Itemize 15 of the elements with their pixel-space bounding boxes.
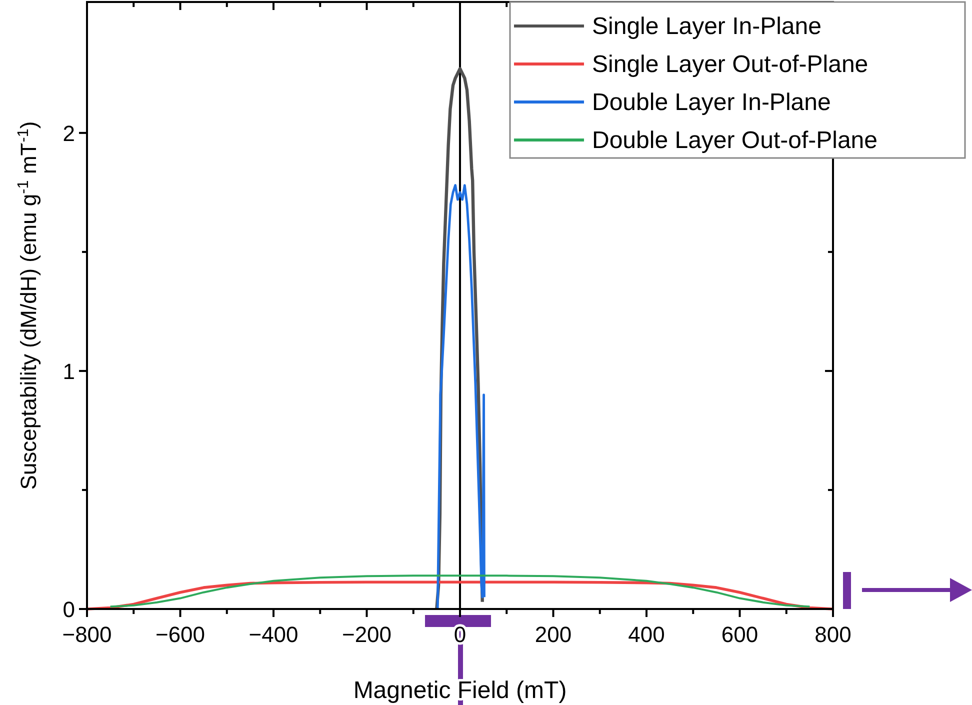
legend-label: Double Layer Out-of-Plane [592,127,878,154]
x-tick-label: 200 [534,622,572,647]
x-tick-label: 600 [721,622,758,647]
x-tick-label: −200 [342,622,392,647]
y-tick-label: 0 [62,597,75,622]
x-tick-label: 800 [814,622,852,647]
y-tick-label: 1 [62,358,75,384]
x-tick-label: −800 [62,622,112,647]
legend-label: Single Layer In-Plane [592,13,822,40]
legend-label: Single Layer Out-of-Plane [592,51,868,78]
legend-label: Double Layer In-Plane [592,89,831,116]
x-tick-label: 400 [628,622,665,647]
x-tick-label: −600 [155,622,206,647]
y-tick-label: 2 [62,120,75,146]
x-tick-label: −400 [248,622,298,647]
